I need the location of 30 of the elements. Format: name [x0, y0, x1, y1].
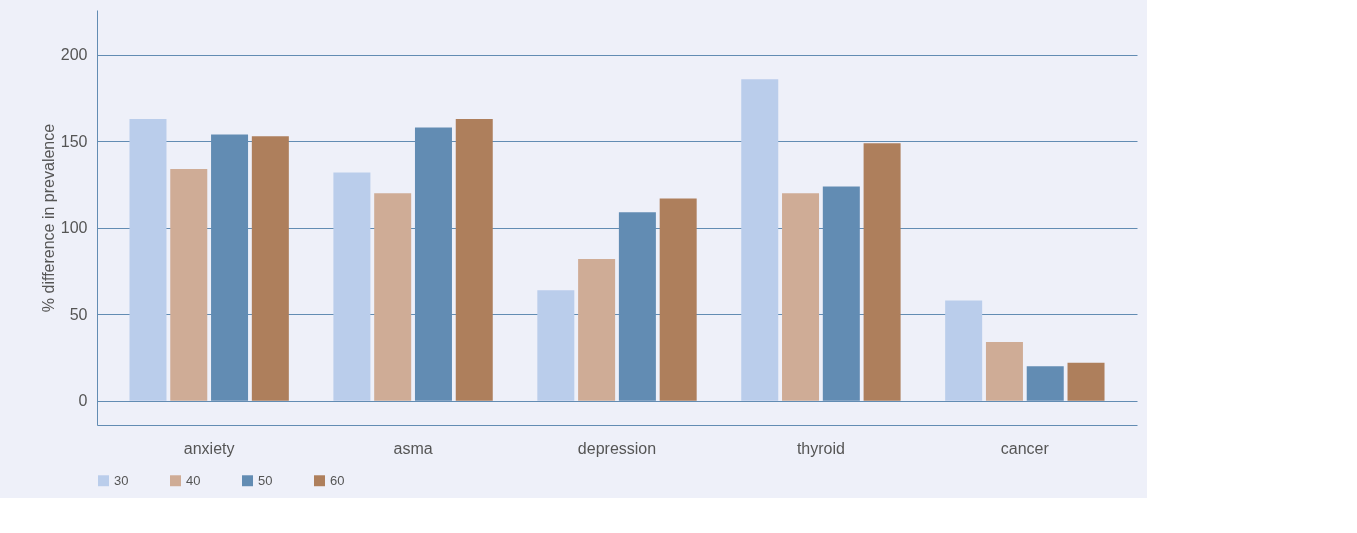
y-tick-label: 0 — [78, 392, 88, 410]
legend-label: 40 — [186, 472, 201, 488]
bar — [578, 259, 616, 401]
x-tick-label: thyroid — [796, 439, 845, 457]
bar — [455, 118, 493, 401]
bar — [251, 136, 289, 401]
x-tick-label: anxiety — [183, 439, 235, 457]
y-tick-label: 50 — [69, 305, 88, 323]
bar — [945, 300, 983, 401]
bar — [741, 79, 779, 401]
y-tick-label: 100 — [60, 219, 88, 237]
bar — [659, 198, 697, 401]
bar — [537, 290, 575, 401]
x-tick-label: depression — [577, 439, 657, 457]
bar — [170, 169, 208, 401]
y-axis-title: % difference in prevalence — [39, 123, 57, 313]
bar — [985, 342, 1023, 401]
bar — [374, 193, 412, 401]
y-tick-label: 150 — [60, 132, 88, 150]
legend-label: 30 — [114, 472, 129, 488]
bar — [863, 143, 901, 401]
x-tick-label: cancer — [1000, 439, 1050, 457]
bar — [333, 172, 371, 401]
bar — [782, 193, 820, 401]
x-tick-label: asma — [393, 439, 433, 457]
bar — [1067, 362, 1105, 401]
y-tick-label: 200 — [60, 46, 88, 64]
bar — [129, 118, 167, 401]
legend-label: 60 — [330, 472, 345, 488]
legend-label: 50 — [258, 472, 273, 488]
